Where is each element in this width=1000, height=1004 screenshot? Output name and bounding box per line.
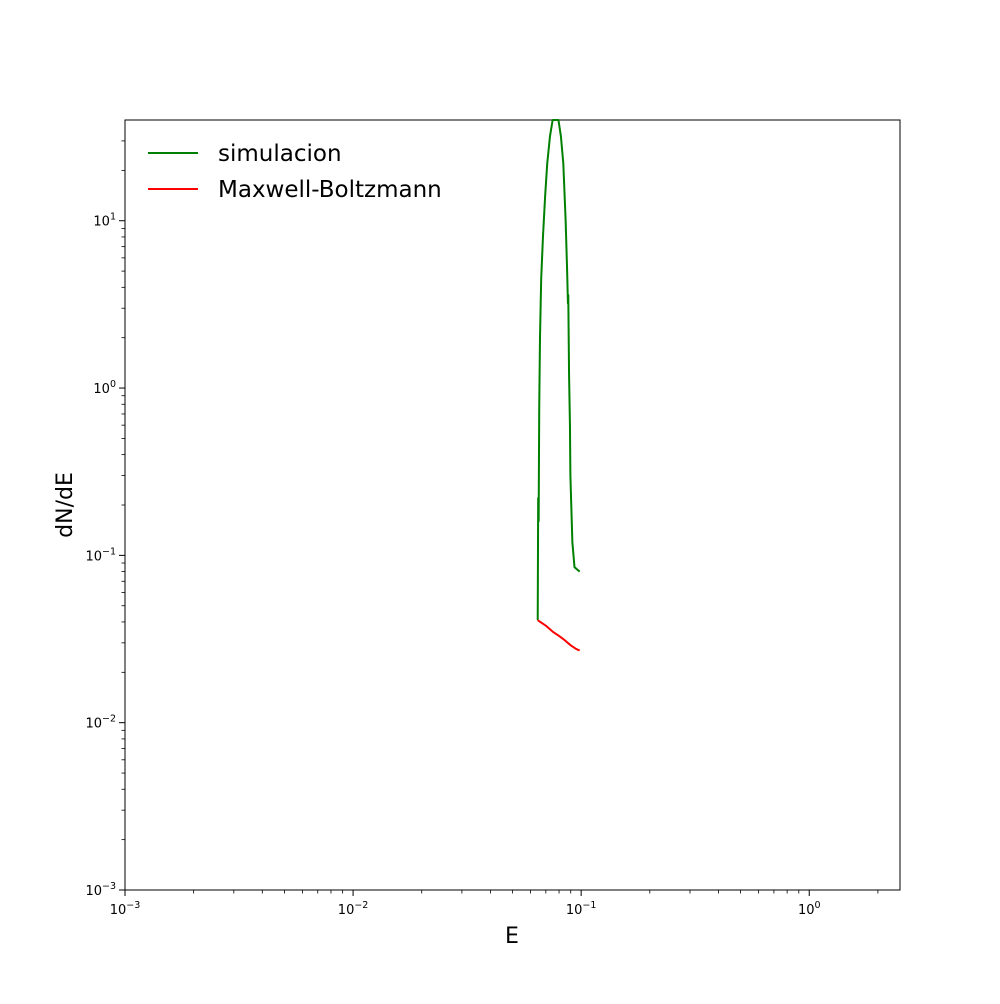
axes-frame: [124, 119, 901, 891]
y-tick-label: 101: [93, 212, 116, 230]
x-tick-label: 10−1: [566, 900, 597, 918]
series-line-simulacion: [536, 119, 581, 621]
y-tick-label: 10−2: [85, 714, 116, 732]
y-tick-label: 10−3: [85, 881, 116, 899]
y-axis-label: dN/dE: [53, 472, 78, 538]
plot-area: [124, 119, 901, 891]
x-axis-ticks: 10−3 10−2 10−1 100: [110, 890, 879, 918]
series-layer: [536, 119, 581, 652]
legend: simulacion Maxwell-Boltzmann: [148, 141, 442, 203]
x-tick-label: 100: [798, 900, 821, 918]
legend-label-simulacion: simulacion: [218, 141, 342, 167]
y-tick-label: 10−1: [85, 546, 116, 564]
y-axis-ticks: 10−3 10−2 10−1 100 101: [85, 140, 125, 899]
legend-label-maxwell-boltzmann: Maxwell-Boltzmann: [218, 177, 442, 203]
x-tick-label: 10−2: [338, 900, 369, 918]
x-axis-label: E: [505, 924, 519, 949]
series-line-maxwell-boltzmann: [537, 619, 581, 652]
x-tick-label: 10−3: [110, 900, 141, 918]
y-tick-label: 100: [93, 379, 116, 397]
